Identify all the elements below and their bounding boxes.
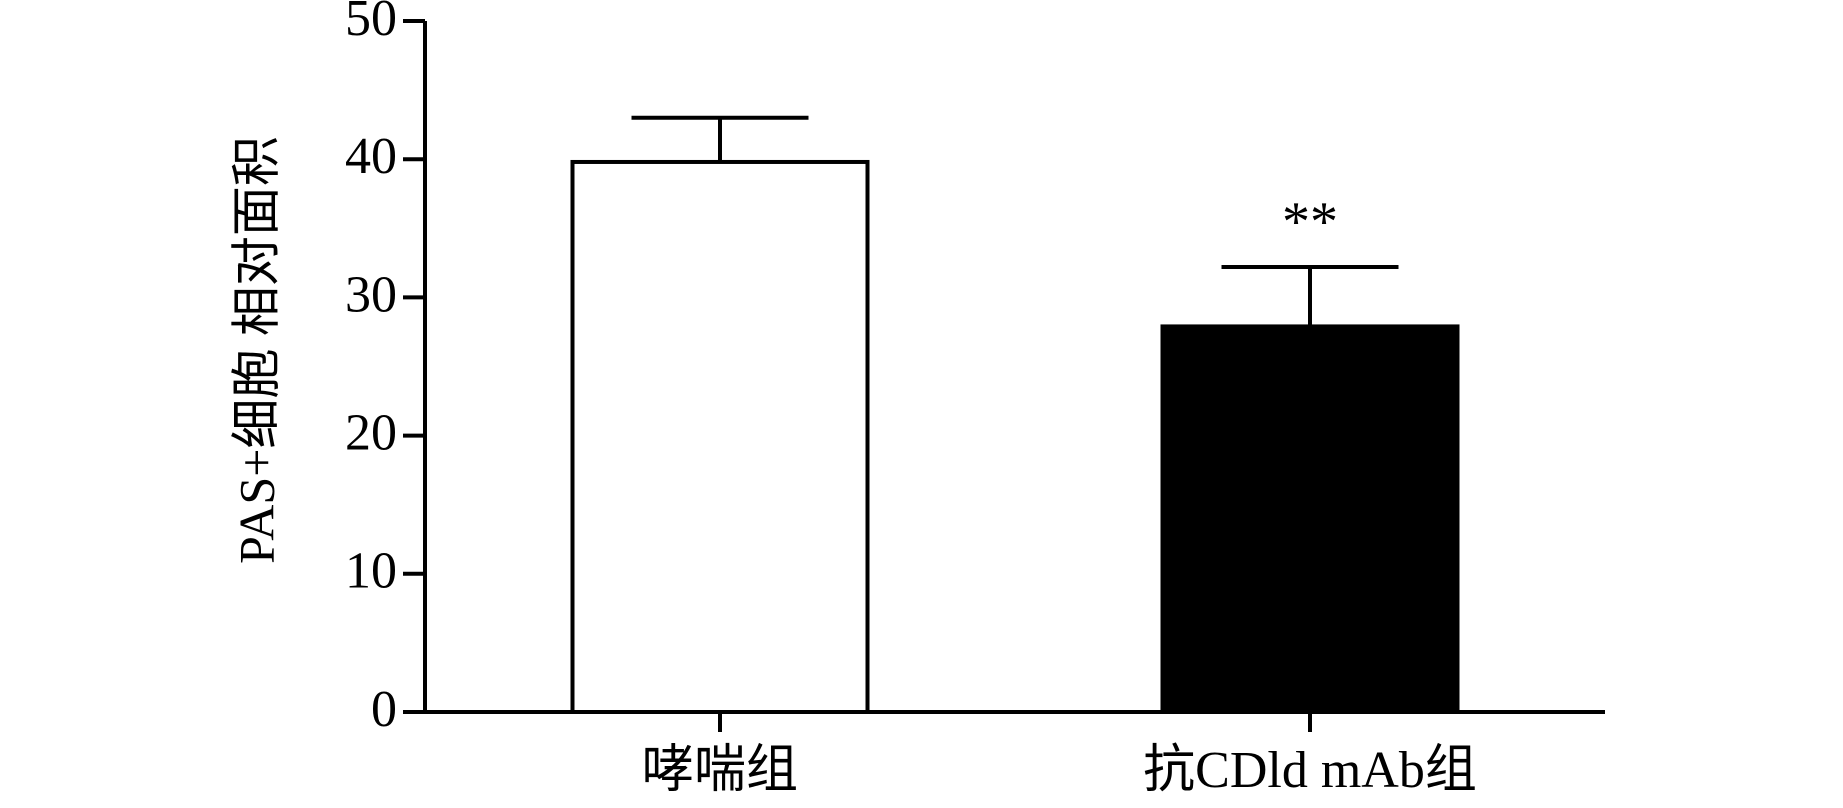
bar [1160, 324, 1460, 714]
y-tick-label: 40 [345, 128, 397, 185]
y-axis-label: PAS+细胞 相对面积 [228, 136, 284, 564]
y-tick-label: 50 [345, 0, 397, 47]
x-tick-label: 抗CDld mAb组 [1143, 742, 1477, 799]
y-tick-label: 30 [345, 266, 397, 323]
y-tick-label: 10 [345, 543, 397, 600]
y-tick-label: 0 [371, 681, 397, 738]
bar [570, 159, 870, 715]
x-tick-label: 哮喘组 [642, 742, 798, 799]
significance-label: ** [1282, 191, 1338, 253]
y-tick-label: 20 [345, 405, 397, 462]
